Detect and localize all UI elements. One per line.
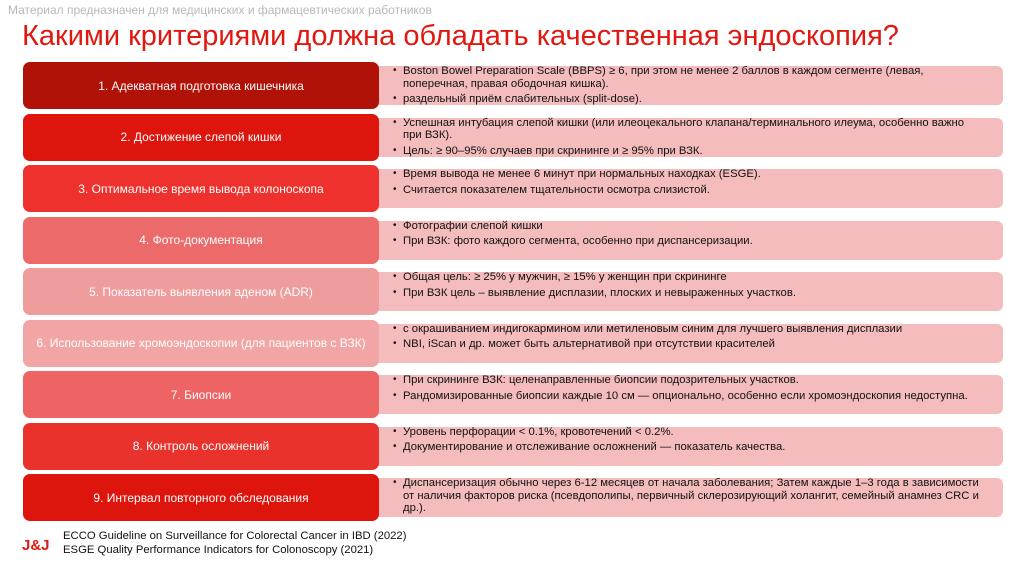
- criterion-bullets: Boston Bowel Preparation Scale (BBPS) ≥ …: [393, 65, 983, 109]
- criterion-bullets: При скрининге ВЗК: целенаправленные биоп…: [393, 374, 983, 405]
- page-title: Какими критериями должна обладать качест…: [22, 20, 899, 52]
- bullet-item: При ВЗК: фото каждого сегмента, особенно…: [393, 235, 983, 248]
- criteria-list: 1. Адекватная подготовка кишечника Boston…: [23, 62, 1003, 526]
- criteria-row: 5. Показатель выявления аденом (ADR) Обща…: [23, 268, 1003, 320]
- bullet-item: с окрашиванием индигокармином или метиле…: [393, 323, 983, 336]
- criteria-row: 2. Достижение слепой кишки Успешная интуб…: [23, 113, 1003, 166]
- bullet-item: При скрининге ВЗК: целенаправленные биоп…: [393, 374, 983, 387]
- criterion-bullets: с окрашиванием индигокармином или метиле…: [393, 323, 983, 354]
- criterion-label: 9. Интервал повторного обследования: [23, 474, 379, 521]
- criteria-row: 3. Оптимальное время вывода колоноскопа В…: [23, 165, 1003, 217]
- bullet-item: Boston Bowel Preparation Scale (BBPS) ≥ …: [393, 65, 983, 90]
- disclaimer: Материал предназначен для медицинских и …: [8, 3, 432, 17]
- bullet-item: Уровень перфорации < 0.1%, кровотечений …: [393, 426, 983, 439]
- criterion-bullets: Уровень перфорации < 0.1%, кровотечений …: [393, 426, 983, 457]
- criterion-label: 8. Контроль осложнений: [23, 422, 379, 470]
- bullet-item: При ВЗК цель – выявление дисплазии, плос…: [393, 287, 983, 300]
- bullet-item: раздельный приём слабительных (split-dos…: [393, 93, 983, 106]
- criteria-row: 4. Фото-документация Фотографии слепой ки…: [23, 216, 1003, 269]
- bullet-item: Рандомизированные биопсии каждые 10 см —…: [393, 390, 983, 403]
- bullet-item: Документирование и отслеживание осложнен…: [393, 441, 983, 454]
- jnj-logo: J&J: [22, 537, 50, 554]
- references: ECCO Guideline on Surveillance for Color…: [63, 529, 406, 557]
- criterion-bullets: Успешная интубация слепой кишки (или иле…: [393, 117, 983, 161]
- bullet-item: Общая цель: ≥ 25% у мужчин, ≥ 15% у женщ…: [393, 271, 983, 284]
- criteria-row: 8. Контроль осложнений Уровень перфорации…: [23, 422, 1003, 475]
- criterion-label: 5. Показатель выявления аденом (ADR): [23, 268, 379, 315]
- criteria-row: 1. Адекватная подготовка кишечника Boston…: [23, 62, 1003, 114]
- bullet-item: Фотографии слепой кишки: [393, 220, 983, 233]
- criterion-label: 1. Адекватная подготовка кишечника: [23, 62, 379, 109]
- bullet-item: Считается показателем тщательности осмот…: [393, 184, 983, 197]
- bullet-item: Диспансеризация обычно через 6-12 месяце…: [393, 477, 983, 515]
- reference: ESGE Quality Performance Indicators for …: [63, 544, 374, 556]
- criterion-label: 2. Достижение слепой кишки: [23, 113, 379, 161]
- bullet-item: Цель: ≥ 90–95% случаев при скрининге и ≥…: [393, 145, 983, 158]
- bullet-item: Время вывода не менее 6 минут при нормал…: [393, 168, 983, 181]
- criteria-row: 6. Использование хромоэндоскопии (для па…: [23, 319, 1003, 372]
- criterion-bullets: Диспансеризация обычно через 6-12 месяце…: [393, 477, 983, 518]
- criteria-row: 7. Биопсии При скрининге ВЗК: целенаправл…: [23, 371, 1003, 423]
- criterion-label: 6. Использование хромоэндоскопии (для па…: [23, 319, 379, 367]
- reference: ECCO Guideline on Surveillance for Color…: [63, 530, 407, 542]
- bullet-item: Успешная интубация слепой кишки (или иле…: [393, 117, 983, 142]
- criteria-row: 9. Интервал повторного обследования Диспа…: [23, 474, 1003, 526]
- criterion-bullets: Общая цель: ≥ 25% у мужчин, ≥ 15% у женщ…: [393, 271, 983, 302]
- criterion-label: 3. Оптимальное время вывода колоноскопа: [23, 165, 379, 212]
- bullet-item: NBI, iScan и др. может быть альтернативо…: [393, 338, 983, 351]
- criterion-label: 4. Фото-документация: [23, 216, 379, 264]
- criterion-label: 7. Биопсии: [23, 371, 379, 418]
- criterion-bullets: Время вывода не менее 6 минут при нормал…: [393, 168, 983, 199]
- criterion-bullets: Фотографии слепой кишки При ВЗК: фото каж…: [393, 220, 983, 251]
